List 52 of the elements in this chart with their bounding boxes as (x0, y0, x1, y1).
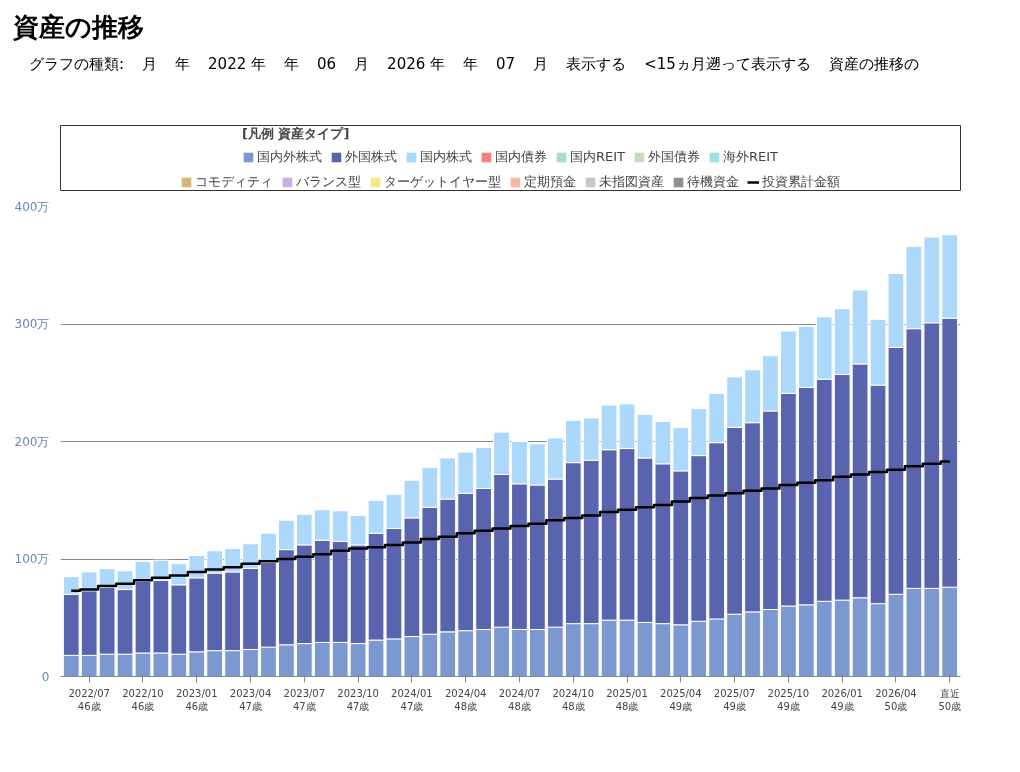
text: 月 (353, 54, 371, 76)
text: 年 (174, 54, 192, 76)
legend-label: コモディティ (195, 173, 273, 191)
y-tick-label: 200万 (14, 434, 50, 449)
legend-label: ターゲットイヤー型 (384, 173, 501, 191)
text: グラフの種類: (28, 54, 126, 76)
legend-label: 定期預金 (524, 173, 576, 191)
legend-label: 未指図資産 (599, 173, 664, 191)
x-tick-label: 2024/01 47歳 (391, 687, 433, 712)
text: 月 (532, 54, 550, 76)
x-tick-label: 2024/07 48歳 (498, 687, 541, 712)
x-tick-label: 2023/10 47歳 (337, 687, 379, 712)
x-tick-label: 2026/04 50歳 (875, 687, 917, 712)
text: 年 (462, 54, 480, 76)
legend-label: 投資累計金額 (762, 173, 840, 191)
x-tick-label: 2024/04 48歳 (444, 687, 487, 712)
x-tick-label: 2024/10 48歳 (552, 687, 595, 712)
text: 月 (141, 54, 159, 76)
x-tick-label: 2023/07 47歳 (283, 687, 326, 712)
x-tick-label: 2022/07 46歳 (68, 687, 110, 712)
y-tick-label: 0 (41, 669, 50, 684)
x-tick-label: 直近 50歳 (938, 687, 962, 712)
x-tick-label: 2026/01 49歳 (821, 687, 863, 712)
legend-label: バランス型 (296, 173, 361, 191)
text: <15ヵ月遡って表示する (643, 54, 812, 76)
text: 表示する (565, 54, 628, 76)
text: 資産の推移の (827, 54, 920, 76)
legend-label: 国内債券 (494, 148, 547, 166)
text: 06 (316, 54, 338, 76)
y-tick-label: 300万 (14, 317, 50, 331)
legend-label: 外国株式 (344, 148, 397, 166)
legend-label: 外国債券 (648, 148, 700, 166)
x-tick-label: 2022/10 46歳 (122, 687, 164, 712)
x-tick-label: 2025/01 48歳 (606, 687, 648, 712)
x-tick-label: 2025/07 49歳 (713, 687, 756, 712)
x-tick-label: 2023/01 46歳 (175, 687, 218, 712)
y-tick-label: 400万 (14, 199, 50, 214)
x-tick-label: 2025/10 49歳 (767, 687, 810, 712)
text: 年 (283, 54, 300, 76)
text: 07 (495, 54, 517, 76)
legend-label: 待機資金 (687, 173, 739, 191)
y-tick-label: 100万 (14, 552, 50, 566)
legend-label: 国内外株式 (256, 148, 322, 166)
legend-label: 国内株式 (419, 148, 472, 166)
x-tick-label: 2023/04 47歳 (229, 687, 272, 712)
legend-title: [凡例 資産タイプ] (241, 125, 351, 143)
chart-title: 資産の推移 (13, 11, 145, 44)
legend-label: 国内REIT (569, 148, 625, 166)
x-tick-label: 2025/04 49歳 (660, 687, 702, 712)
text: 2022 年 (207, 54, 267, 76)
text: 2026 年 (386, 54, 447, 76)
legend-label: 海外REIT (723, 148, 779, 166)
